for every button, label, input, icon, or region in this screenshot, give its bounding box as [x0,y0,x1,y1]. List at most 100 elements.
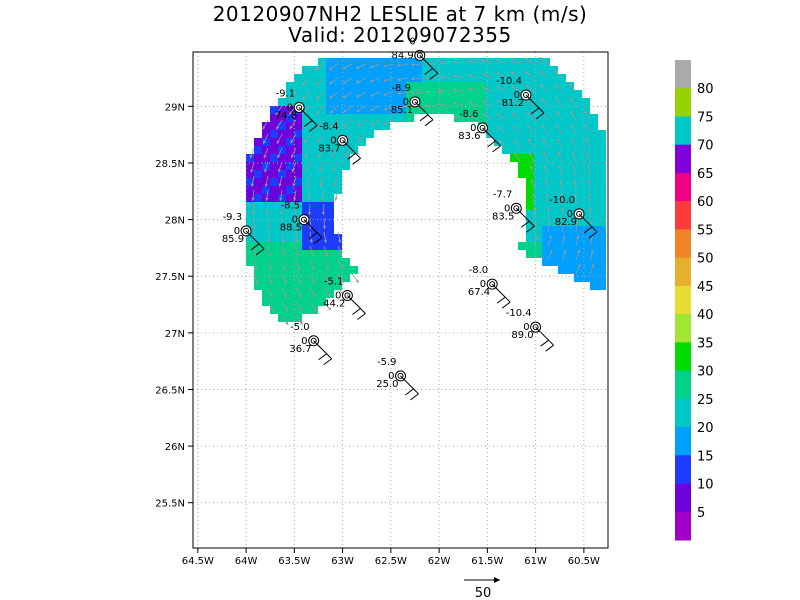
wind-vector-head [511,98,515,103]
wind-vector-head [577,249,581,253]
wind-speed-cell [574,138,582,146]
wind-speed-cell [534,250,542,258]
wind-speed-cell [454,82,462,90]
y-tick-label: 28.5N [155,159,185,170]
wind-speed-cell [598,202,606,210]
wind-vector-head [281,239,285,243]
station-speed-label: 85.1 [391,105,413,116]
wind-speed-cell [358,82,366,90]
wind-speed-cell [350,58,358,66]
wind-vector-head [311,266,315,271]
wind-speed-cell [302,210,310,218]
wind-speed-cell [310,202,318,210]
wind-speed-cell [334,146,342,154]
wind-speed-cell [590,218,598,226]
wind-vector-head [548,235,552,239]
wind-vector-head [425,76,429,80]
wind-speed-cell [590,250,598,258]
wind-vector-head [279,197,283,201]
wind-speed-cell [422,106,430,114]
wind-speed-cell [342,258,350,266]
wind-speed-cell [262,170,270,178]
station-temperature-label: 0 [409,36,415,47]
wind-speed-cell [286,114,294,122]
wind-speed-cell [350,106,358,114]
wind-speed-cell [286,250,294,258]
wind-speed-cell [518,146,526,154]
wind-speed-cell [582,98,590,106]
wind-speed-cell [270,194,278,202]
station-wind-barb [245,230,265,250]
station-temperature-label: -10.0 [549,195,575,206]
wind-speed-cell [470,98,478,106]
wind-speed-cell [550,258,558,266]
wind-speed-cell [254,242,262,250]
colorbar-swatch [675,342,691,372]
wind-vector-head [332,168,336,172]
wind-speed-cell [286,266,294,274]
colorbar-label: 55 [697,223,714,238]
wind-speed-cell [510,66,518,74]
wind-speed-cell [366,66,374,74]
wind-speed-cell [382,66,390,74]
wind-speed-cell [294,170,302,178]
wind-speed-cell [518,58,526,66]
colorbar-label: 40 [697,308,714,323]
wind-speed-cell [518,74,526,82]
wind-vector-head [305,168,309,173]
colorbar-label: 70 [697,139,714,154]
wind-speed-cell [398,82,406,90]
wind-speed-cell [270,234,278,242]
wind-vector-head [282,267,286,271]
wind-speed-cell [406,90,414,98]
wind-speed-cell [510,58,518,66]
wind-speed-cell [270,146,278,154]
wind-speed-cell [526,202,534,210]
wind-speed-cell [542,226,550,234]
wind-speed-cell [526,194,534,202]
wind-speed-cell [318,130,326,138]
wind-vector-head [294,225,298,229]
colorbar-label: 10 [697,478,714,493]
wind-vector-head [296,253,300,257]
wind-speed-cell [558,90,566,98]
wind-vector-head [482,100,486,104]
wind-vector-head [584,110,588,114]
wind-speed-cell [462,58,470,66]
station-speed-label: 74.8 [275,110,297,121]
wind-speed-cell [398,58,406,66]
wind-vector-head [268,267,272,271]
station-wind-barb-flag [521,220,530,228]
wind-speed-cell [542,194,550,202]
wind-speed-cell [278,106,286,114]
wind-speed-cell [374,74,382,82]
station-height-label: 0 [335,290,341,301]
wind-speed-cell [366,106,374,114]
station-speed-label: 44.2 [323,298,345,309]
wind-vector-head [299,307,303,312]
wind-vector-head [558,165,562,169]
wind-speed-cell [294,146,302,154]
wind-speed-cell [246,202,254,210]
wind-speed-cell [334,258,342,266]
wind-vector-head [556,124,560,128]
station-wind-barb [525,94,545,114]
wind-speed-cell [438,98,446,106]
wind-speed-cell [334,82,342,90]
wind-speed-cell [246,218,254,226]
wind-speed-cell [326,90,334,98]
wind-vector-head [467,87,472,91]
wind-vector-head [541,124,545,129]
wind-speed-cell [358,130,366,138]
wind-speed-cell [542,90,550,98]
wind-speed-cell [582,266,590,274]
wind-speed-cell [334,250,342,258]
station-speed-label: 83.7 [318,143,340,154]
wind-speed-cell [550,114,558,122]
wind-speed-cell [262,250,270,258]
wind-speed-cell [598,162,606,170]
y-axis: 25.5N 26N 26.5N 27N 27.5N 28N 28.5N 29N [155,102,193,510]
wind-speed-cell [478,106,486,114]
wind-speed-cell [582,274,590,282]
wind-vector-head [263,154,267,159]
